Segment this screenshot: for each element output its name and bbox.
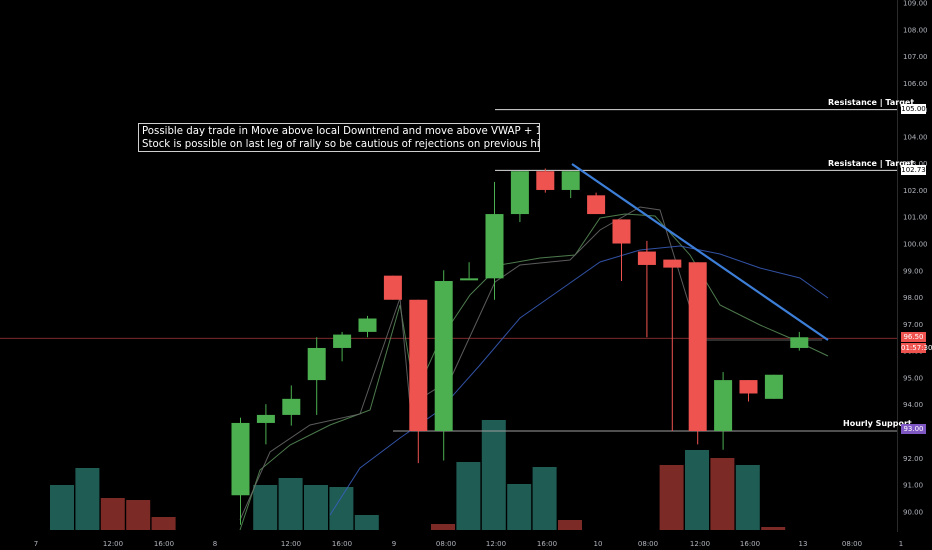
time-tick-label: 13 bbox=[799, 540, 808, 548]
time-tick-label: 12:00 bbox=[103, 540, 123, 548]
volume-bar bbox=[126, 500, 151, 530]
volume-bar bbox=[50, 485, 74, 530]
time-tick-label: 16:00 bbox=[154, 540, 174, 548]
volume-bar bbox=[100, 498, 125, 530]
candle-body bbox=[485, 214, 504, 279]
price-tick-label: 92.00 bbox=[903, 455, 923, 463]
time-tick-label: 16:00 bbox=[740, 540, 760, 548]
time-tick-label: 12:00 bbox=[281, 540, 301, 548]
resistance-label-lower: Resistance | Target bbox=[828, 159, 915, 168]
volume-bar bbox=[329, 487, 354, 530]
price-tick-label: 98.00 bbox=[903, 294, 923, 302]
ma12-line bbox=[239, 213, 829, 531]
candle-body bbox=[587, 195, 606, 215]
volume-bar bbox=[532, 467, 557, 530]
candle-body bbox=[714, 380, 733, 431]
candle-body bbox=[409, 299, 428, 431]
candle-body bbox=[231, 422, 250, 496]
candle-body bbox=[358, 318, 377, 332]
price-tick-label: 94.00 bbox=[903, 401, 923, 409]
last-price-badge: 96.50 bbox=[901, 332, 926, 342]
candle-body bbox=[637, 251, 656, 265]
candle-body bbox=[460, 278, 479, 281]
candle-body bbox=[764, 374, 783, 399]
price-tick-label: 108.00 bbox=[903, 26, 928, 34]
candle-body bbox=[790, 337, 809, 348]
price-tick-label: 101.00 bbox=[903, 214, 928, 222]
price-tick-label: 95.00 bbox=[903, 374, 923, 382]
time-tick-label: 16:00 bbox=[332, 540, 352, 548]
volume-bar bbox=[431, 524, 455, 530]
time-tick-label: 7 bbox=[34, 540, 38, 548]
candle-body bbox=[536, 171, 555, 190]
price-tick-label: 104.00 bbox=[903, 133, 928, 141]
candle-body bbox=[612, 219, 631, 244]
volume-bar bbox=[507, 484, 532, 530]
candle-body bbox=[256, 414, 275, 423]
time-tick-label: 12:00 bbox=[690, 540, 710, 548]
volume-bar bbox=[659, 465, 684, 530]
volume-bar bbox=[558, 520, 582, 530]
time-tick-label: 12:00 bbox=[486, 540, 506, 548]
time-tick-label: 08:00 bbox=[436, 540, 456, 548]
time-tick-label: 10 bbox=[594, 540, 603, 548]
hourly-support-label: Hourly Support bbox=[843, 419, 912, 428]
volume-bar bbox=[761, 527, 786, 530]
annotation-line-1: Possible day trade in Move above local D… bbox=[142, 126, 540, 137]
price-tick-label: 90.00 bbox=[903, 508, 923, 516]
price-tick-label: 99.00 bbox=[903, 267, 923, 275]
volume-bar bbox=[304, 485, 328, 530]
annotation-line-2: Stock is possible on last leg of rally s… bbox=[142, 139, 540, 150]
volume-bar bbox=[685, 450, 709, 530]
time-tick-label: 08:00 bbox=[638, 540, 658, 548]
price-tick-label: 106.00 bbox=[903, 80, 928, 88]
candle-body bbox=[510, 171, 529, 215]
volume-bar bbox=[151, 517, 176, 530]
volume-bar bbox=[481, 420, 506, 530]
downtrend-line bbox=[571, 163, 829, 341]
countdown-badge: 01:57:30 bbox=[901, 343, 932, 353]
volume-bar bbox=[354, 515, 379, 530]
candle-body bbox=[663, 259, 682, 268]
candle-body bbox=[383, 275, 402, 300]
price-tick-label: 97.00 bbox=[903, 321, 923, 329]
price-tick-label: 100.00 bbox=[903, 241, 928, 249]
time-tick-label: 08:00 bbox=[842, 540, 862, 548]
candle-body bbox=[688, 262, 707, 431]
resistance-label-upper: Resistance | Target bbox=[828, 98, 915, 107]
time-tick-label: 16:00 bbox=[537, 540, 557, 548]
volume-bar bbox=[253, 485, 278, 530]
candle-body bbox=[434, 281, 453, 431]
volume-bar bbox=[75, 468, 100, 530]
price-tick-label: 107.00 bbox=[903, 53, 928, 61]
candle-body bbox=[282, 398, 301, 415]
time-tick-label: 1 bbox=[899, 540, 903, 548]
vwap-line bbox=[329, 245, 829, 516]
volume-bar bbox=[735, 465, 760, 530]
volume-bar bbox=[456, 462, 481, 530]
resistance-price-badge-upper: 105.00 bbox=[901, 104, 926, 114]
candle-body bbox=[333, 334, 352, 348]
candle-body bbox=[739, 380, 758, 394]
candle-body bbox=[307, 347, 326, 381]
volume-bar bbox=[278, 478, 303, 530]
candle-body bbox=[561, 171, 580, 190]
time-tick-label: 8 bbox=[213, 540, 217, 548]
price-tick-label: 91.00 bbox=[903, 482, 923, 490]
support-price-badge: 93.00 bbox=[901, 424, 926, 434]
ma20-line bbox=[239, 206, 822, 521]
price-tick-label: 109.00 bbox=[903, 0, 928, 8]
resistance-price-badge-lower: 102.73 bbox=[901, 165, 926, 175]
price-tick-label: 103.00 bbox=[903, 160, 928, 168]
time-tick-label: 9 bbox=[392, 540, 396, 548]
volume-bar bbox=[710, 458, 735, 530]
annotation-text-box[interactable]: Possible day trade in Move above local D… bbox=[138, 123, 540, 152]
price-tick-label: 102.00 bbox=[903, 187, 928, 195]
